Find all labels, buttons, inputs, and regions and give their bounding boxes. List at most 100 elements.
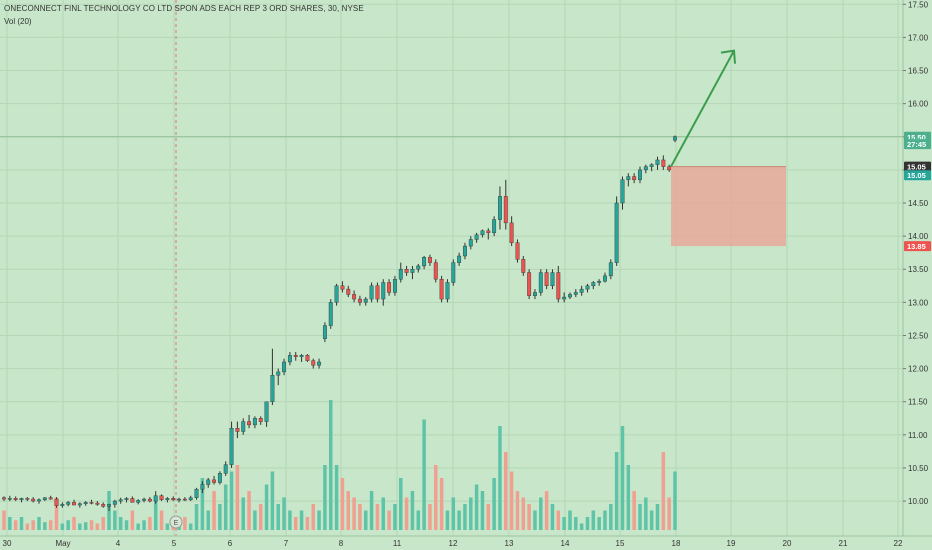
candle-body <box>311 360 316 366</box>
candle-body <box>375 285 380 300</box>
price-tag-label: 13.85 <box>907 242 926 251</box>
candle-body <box>188 497 193 500</box>
price-tag <box>904 139 931 150</box>
volume-bar <box>457 510 461 530</box>
volume-bar <box>469 497 473 530</box>
volume-bar <box>527 504 531 530</box>
earnings-marker-icon[interactable] <box>169 515 183 529</box>
candle-body <box>153 495 158 502</box>
volume-bar <box>334 465 339 530</box>
trend-arrow-head <box>720 49 736 64</box>
time-axis-label: 15 <box>616 539 625 548</box>
volume-bar <box>445 510 450 530</box>
volume-bar <box>352 497 356 530</box>
price-tick-label: 16.50 <box>908 67 929 76</box>
volume-bar <box>609 504 613 530</box>
candle-body <box>293 355 298 357</box>
candle-body <box>112 500 117 505</box>
candle-body <box>661 159 666 167</box>
candle-body <box>673 136 677 141</box>
volume-bar <box>241 497 245 530</box>
candle-body <box>643 166 648 171</box>
candle-body <box>445 282 450 300</box>
time-axis-label: 19 <box>727 539 736 548</box>
trend-arrow-line[interactable] <box>670 50 735 168</box>
volume-bar <box>597 517 601 530</box>
candle-body <box>433 262 438 280</box>
price-tick-label: 12.00 <box>908 365 929 374</box>
candle-body <box>247 421 252 426</box>
volume-bar <box>264 484 269 530</box>
candle-body <box>2 497 6 500</box>
volume-bar <box>328 400 333 530</box>
volume-bar <box>387 510 391 530</box>
candle-body <box>614 202 619 263</box>
volume-bar <box>212 491 216 530</box>
candle-body <box>533 292 537 296</box>
volume-bar <box>305 517 310 530</box>
candle-body <box>124 498 129 500</box>
stop-loss-zone[interactable] <box>671 166 786 247</box>
candle-body <box>521 259 526 273</box>
volume-bar <box>521 497 526 530</box>
candle-body <box>212 479 217 483</box>
volume-bar <box>568 510 572 530</box>
volume-bar <box>130 510 135 530</box>
candle-body <box>217 473 222 483</box>
price-tag-label: 15.50 <box>907 133 926 142</box>
candle-body <box>200 484 205 490</box>
time-axis-label: 4 <box>116 539 121 548</box>
price-tick-label: 17.00 <box>908 33 929 42</box>
volume-bar <box>206 510 210 530</box>
time-axis-label: 12 <box>449 539 458 548</box>
volume-bar <box>159 510 164 530</box>
candle-body <box>252 418 257 426</box>
price-tick-label: 10.00 <box>908 497 929 506</box>
volume-bar <box>364 510 368 530</box>
candle-body <box>603 275 607 282</box>
candle-body <box>591 282 596 287</box>
volume-bar <box>136 523 140 530</box>
volume-bar <box>480 491 485 530</box>
volume-bar <box>288 510 292 530</box>
time-axis-label: 18 <box>672 539 681 548</box>
volume-bar <box>188 523 193 530</box>
volume-bar <box>299 510 304 530</box>
volume-bar <box>153 497 158 530</box>
volume-bar <box>492 478 496 530</box>
price-tick-label: 16.00 <box>908 100 929 109</box>
volume-bar <box>258 504 263 530</box>
volume-bar <box>200 478 205 530</box>
price-axis-panel <box>903 0 932 550</box>
volume-bar <box>43 522 47 530</box>
volume-bar <box>95 523 100 530</box>
volume-bar <box>544 491 549 530</box>
time-axis-label: 13 <box>505 539 514 548</box>
volume-bar <box>474 484 479 530</box>
volume-bar <box>509 471 514 530</box>
candle-body <box>77 503 82 506</box>
candle-body <box>287 355 292 363</box>
volume-bar <box>142 520 146 530</box>
volume-bar <box>591 510 596 530</box>
time-axis-label: 6 <box>228 539 233 548</box>
price-tag <box>904 161 931 172</box>
candle-body <box>352 294 357 300</box>
volume-bar <box>323 465 327 530</box>
candle-body <box>142 498 146 501</box>
volume-bar <box>89 520 94 530</box>
time-axis-label: 11 <box>393 539 402 548</box>
time-axis-label: 5 <box>172 539 177 548</box>
candle-body <box>527 272 532 296</box>
candle-body <box>538 272 543 293</box>
volume-bar <box>434 465 438 530</box>
volume-bar <box>620 426 625 530</box>
candle-body <box>206 479 211 485</box>
volume-bar <box>83 522 88 530</box>
volume-bar <box>293 517 298 530</box>
price-tick-label: 17.50 <box>908 0 929 9</box>
volume-bar <box>556 510 561 530</box>
candle-body <box>177 498 181 501</box>
